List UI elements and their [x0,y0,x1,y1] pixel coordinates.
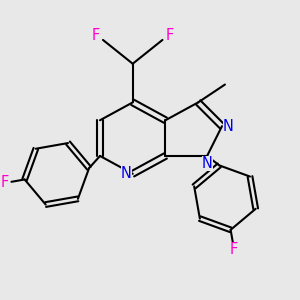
Text: N: N [223,119,234,134]
Text: F: F [230,242,238,257]
Text: N: N [121,166,132,181]
Text: F: F [92,28,100,43]
Text: N: N [202,156,212,171]
Text: F: F [166,28,174,43]
Text: F: F [1,176,9,190]
